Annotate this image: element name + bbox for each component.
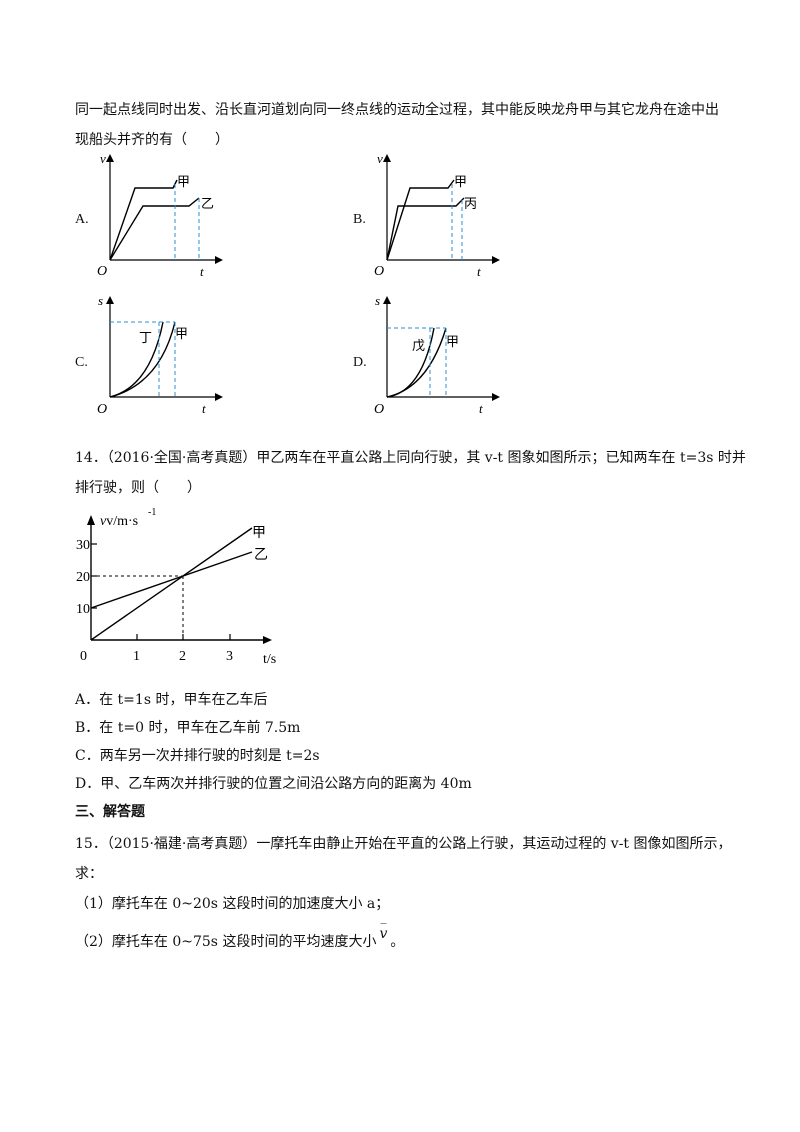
- q15-stem-line1: 15．（2015·福建·高考真题）一摩托车由静止开始在平直的公路上行驶，其运动过…: [75, 836, 732, 852]
- q14-option-c: C．两车另一次并排行驶的时刻是 t=2s: [75, 748, 320, 764]
- q14-stem-line2: 排行驶，则（ ）: [75, 480, 201, 496]
- q13-option-b-graph: v O t 甲 丙: [374, 151, 500, 279]
- section-title: 三、解答题: [75, 804, 145, 820]
- series-line-yi: [90, 551, 253, 609]
- q13-option-b-letter: B.: [353, 212, 366, 227]
- y-tick-label: 20: [76, 570, 90, 585]
- q14-option-d: D．甲、乙车两次并排行驶的位置之间沿公路方向的距离为 40m: [75, 776, 472, 792]
- y-tick-label: 30: [76, 538, 90, 553]
- series-line-jia: [90, 527, 253, 641]
- y-tick-label: 10: [76, 602, 90, 617]
- axis-label-t: t: [479, 401, 483, 416]
- series-label: 甲: [175, 326, 188, 341]
- y-axis-unit-exponent: -1: [148, 507, 156, 518]
- axis-label-v: v: [377, 151, 383, 166]
- y-axis-unit: v/m·s: [106, 514, 138, 529]
- series-label: 丙: [464, 196, 477, 211]
- mean-velocity-symbol: ‾ v: [379, 921, 388, 942]
- q13-option-d-letter: D.: [353, 355, 367, 370]
- series-label: 乙: [254, 547, 268, 563]
- series-label: 甲: [177, 174, 190, 189]
- axis-label-t: t: [202, 401, 206, 416]
- q13-option-c-graph: s O t 丁 甲: [97, 293, 223, 417]
- q15-part2-prefix: （2）摩托车在 0~75s 这段时间的平均速度大小: [75, 934, 377, 950]
- q13-stem-line2: 现船头并齐的有（ ）: [75, 132, 229, 148]
- origin-label: O: [97, 402, 107, 417]
- axis-label-v: v: [100, 151, 106, 166]
- q13-option-a-graph: v O t 甲 乙: [97, 151, 223, 279]
- series-label: 甲: [446, 334, 459, 349]
- q14-option-a: A．在 t=1s 时，甲车在乙车后: [75, 692, 268, 708]
- axis-label-s: s: [375, 293, 380, 308]
- y-axis-label: vv/m·s: [100, 514, 138, 529]
- series-label: 戊: [412, 338, 425, 353]
- q15-part1: （1）摩托车在 0~20s 这段时间的加速度大小 a；: [75, 896, 390, 912]
- q14-option-b: B．在 t=0 时，甲车在乙车前 7.5m: [75, 720, 301, 736]
- q13-stem-line1: 同一起点线同时出发、沿长直河道划向同一终点线的运动全过程，其中能反映龙舟甲与其它…: [75, 102, 719, 118]
- q14-vt-chart: 0 1 2 3 10 20 30 vv/m·s -1 t/s 甲 乙: [76, 507, 276, 667]
- q15-part2: （2）摩托车在 0~75s 这段时间的平均速度大小 ‾ v。: [75, 921, 405, 952]
- q13-option-a-letter: A.: [75, 212, 89, 227]
- origin-label: O: [97, 264, 107, 279]
- series-label: 乙: [201, 196, 214, 211]
- q13-option-c-letter: C.: [75, 355, 88, 370]
- origin-label: 0: [80, 649, 87, 664]
- x-tick-label: 2: [179, 649, 186, 664]
- x-axis-label: t/s: [263, 652, 276, 667]
- q13-option-d-graph: s O t 戊 甲: [374, 293, 500, 417]
- origin-label: O: [374, 402, 384, 417]
- x-tick-label: 3: [226, 649, 233, 664]
- series-label: 丁: [139, 330, 152, 345]
- series-label: 甲: [252, 526, 266, 541]
- series-label: 甲: [454, 174, 467, 189]
- axis-label-t: t: [477, 264, 481, 279]
- origin-label: O: [374, 264, 384, 279]
- q14-stem-line1: 14．（2016·全国·高考真题）甲乙两车在平直公路上同向行驶，其 v-t 图象…: [75, 450, 746, 466]
- q15-stem-line2: 求：: [75, 866, 103, 882]
- x-tick-label: 1: [133, 649, 140, 664]
- axis-label-t: t: [200, 264, 204, 279]
- q15-part2-suffix: 。: [390, 934, 405, 950]
- axis-label-s: s: [98, 293, 103, 308]
